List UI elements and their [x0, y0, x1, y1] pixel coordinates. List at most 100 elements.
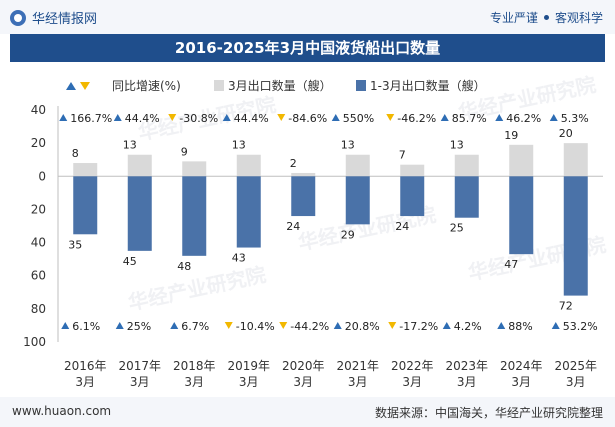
march-growth-label: 166.7% [70, 112, 112, 125]
x-tick-label-year: 2017年 [118, 359, 161, 373]
y-tick-label: 0 [38, 169, 46, 183]
bar-march [127, 154, 152, 177]
bar-ytd-value-label: 24 [395, 220, 409, 233]
legend-march-label: 3月出口数量（艘） [228, 78, 332, 93]
bar-march-value-label: 19 [504, 129, 518, 142]
x-tick-label-month: 3月 [348, 375, 368, 389]
footer-url: www.huaon.com [12, 404, 112, 418]
x-tick-label-year: 2018年 [173, 359, 216, 373]
bar-march-value-label: 8 [72, 147, 79, 160]
watermark-text: 华经产业研究院 [126, 262, 268, 315]
bar-march-value-label: 13 [123, 139, 137, 152]
bar-march [73, 163, 98, 177]
bar-ytd-value-label: 47 [504, 258, 518, 271]
legend-down-triangle-icon [80, 82, 90, 90]
bar-march-value-label: 13 [341, 139, 355, 152]
ytd-growth-label: 53.2% [563, 320, 598, 333]
brand: 华经情报网 [10, 8, 97, 27]
bar-march [400, 164, 425, 177]
ytd-growth-label: -10.4% [236, 320, 275, 333]
bar-ytd-value-label: 25 [450, 222, 464, 235]
bar-march-value-label: 7 [399, 149, 406, 162]
x-tick-label-year: 2025年 [554, 359, 597, 373]
march-growth-triangle-icon [113, 114, 122, 121]
bar-ytd [345, 176, 370, 225]
bar-march [236, 154, 261, 177]
bar-ytd [509, 176, 534, 255]
bar-march [563, 143, 588, 177]
tagline-right: 客观科学 [554, 11, 603, 25]
ytd-growth-triangle-icon [224, 322, 233, 329]
ytd-growth-triangle-icon [279, 322, 288, 329]
march-growth-triangle-icon [277, 114, 286, 121]
bar-ytd-value-label: 35 [68, 238, 82, 251]
y-tick-label: 20 [31, 202, 46, 216]
march-growth-label: -84.6% [288, 112, 327, 125]
x-tick-label-month: 3月 [402, 375, 422, 389]
bar-march [291, 172, 316, 177]
legend-march-swatch [214, 80, 224, 91]
bar-ytd-value-label: 29 [341, 228, 355, 241]
bar-march-value-label: 13 [450, 139, 464, 152]
march-growth-triangle-icon [495, 114, 504, 121]
bar-march [454, 154, 479, 177]
ytd-growth-triangle-icon [551, 322, 560, 329]
march-growth-triangle-icon [222, 114, 231, 121]
bar-march [182, 161, 207, 177]
ytd-growth-triangle-icon [333, 322, 342, 329]
bar-ytd [454, 176, 479, 218]
bar-ytd [236, 176, 261, 248]
y-tick-label: 100 [23, 335, 46, 349]
legend-ytd-label: 1-3月出口数量（艘） [370, 78, 486, 93]
march-growth-triangle-icon [59, 114, 68, 121]
bar-march-value-label: 13 [232, 139, 246, 152]
ytd-growth-triangle-icon [497, 322, 506, 329]
bar-ytd [400, 176, 425, 217]
ytd-growth-label: 6.7% [181, 320, 209, 333]
x-tick-label-month: 3月 [293, 375, 313, 389]
x-tick-label-month: 3月 [130, 375, 150, 389]
tagline: 专业严谨 客观科学 [490, 9, 603, 26]
bar-ytd-value-label: 48 [177, 260, 191, 273]
legend-growth-label: 同比增速(%) [112, 79, 181, 93]
march-growth-label: 5.3% [561, 112, 589, 125]
x-tick-label-year: 2021年 [336, 359, 379, 373]
ytd-growth-label: 88% [508, 320, 532, 333]
x-tick-label-month: 3月 [75, 375, 95, 389]
footer-source: 数据来源：中国海关，华经产业研究院整理 [374, 406, 603, 420]
bar-ytd-value-label: 72 [559, 300, 573, 313]
bar-ytd-value-label: 43 [232, 252, 246, 265]
march-growth-label: 46.2% [506, 112, 541, 125]
bar-ytd-value-label: 24 [286, 220, 300, 233]
ytd-growth-label: 4.2% [454, 320, 482, 333]
ytd-growth-triangle-icon [115, 322, 124, 329]
march-growth-label: 85.7% [452, 112, 487, 125]
ytd-growth-triangle-icon [388, 322, 397, 329]
march-growth-triangle-icon [168, 114, 177, 121]
dot-separator-icon [543, 15, 549, 20]
x-tick-label-year: 2020年 [282, 359, 325, 373]
tagline-left: 专业严谨 [489, 11, 538, 25]
march-growth-triangle-icon [440, 114, 449, 121]
ytd-growth-label: -17.2% [399, 320, 438, 333]
bar-ytd [291, 176, 316, 217]
huajing-logo-icon [10, 10, 26, 26]
march-growth-triangle-icon [331, 114, 340, 121]
x-tick-label-year: 2024年 [500, 359, 543, 373]
bar-ytd [127, 176, 152, 251]
march-growth-label: 44.4% [234, 112, 269, 125]
ytd-growth-triangle-icon [61, 322, 70, 329]
y-tick-label: 80 [31, 302, 46, 316]
ytd-growth-label: -44.2% [290, 320, 329, 333]
y-tick-label: 40 [31, 103, 46, 117]
bar-ytd-value-label: 45 [123, 255, 137, 268]
y-tick-label: 40 [31, 236, 46, 250]
x-tick-label-year: 2023年 [445, 359, 488, 373]
bar-ytd [73, 176, 98, 235]
march-growth-label: 44.4% [125, 112, 160, 125]
march-growth-label: -30.8% [179, 112, 218, 125]
ytd-growth-label: 25% [127, 320, 151, 333]
ytd-growth-triangle-icon [170, 322, 179, 329]
bar-march [345, 154, 370, 177]
